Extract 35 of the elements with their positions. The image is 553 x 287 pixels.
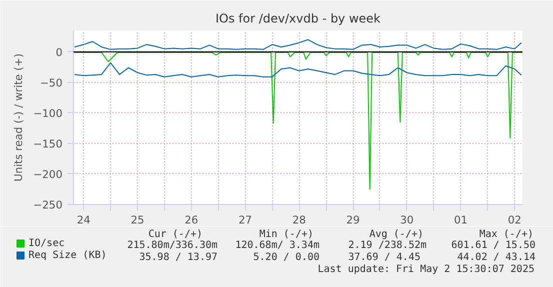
x-tick-label: 28 [292, 214, 306, 226]
text: 215.80m/336.30m [127, 240, 218, 251]
text: Last update: Fri May 2 15:30:07 2025 [318, 264, 534, 275]
y-tick-label: −50 [40, 76, 63, 90]
y-tick-label: −250 [33, 198, 63, 212]
x-tick-label: 26 [184, 214, 198, 226]
text: 2.19 /238.52m [348, 240, 427, 251]
line-series [74, 52, 522, 190]
text: Avg (-/+) [369, 229, 424, 240]
text: 5.20 / 0.00 [253, 252, 320, 263]
line-series [74, 62, 522, 78]
x-tick-label: 30 [400, 214, 414, 226]
x-tick-label: 24 [76, 214, 91, 226]
y-tick-label: −100 [33, 106, 63, 120]
y-tick-label: −150 [33, 137, 63, 150]
legend-label: Req Size (KB) [28, 250, 107, 261]
text: Min (-/+) [259, 229, 314, 240]
chart-title: IOs for /dev/xvdb - by week [215, 12, 381, 26]
text: 35.98 / 13.97 [139, 252, 218, 263]
x-tick-label: 25 [130, 214, 144, 226]
text: Max (-/+) [479, 229, 534, 240]
text: 44.02 / 43.14 [457, 252, 536, 263]
y-tick-label: −200 [33, 168, 63, 181]
text: 601.61 / 15.50 [451, 240, 536, 251]
text: Cur (-/+) [148, 229, 203, 240]
y-axis-title: Units read (-) / write (+) [12, 54, 26, 182]
x-tick-label: 29 [346, 214, 360, 226]
y-tick-label: 0 [56, 46, 63, 59]
text: 120.68m/ 3.34m [235, 240, 320, 251]
x-tick-label: 01 [454, 214, 468, 226]
x-tick-label: 27 [238, 214, 252, 226]
legend-label: IO/sec [28, 238, 65, 249]
line-series [74, 39, 522, 50]
text: 37.69 / 4.45 [348, 252, 420, 263]
x-tick-label: 02 [508, 214, 522, 226]
